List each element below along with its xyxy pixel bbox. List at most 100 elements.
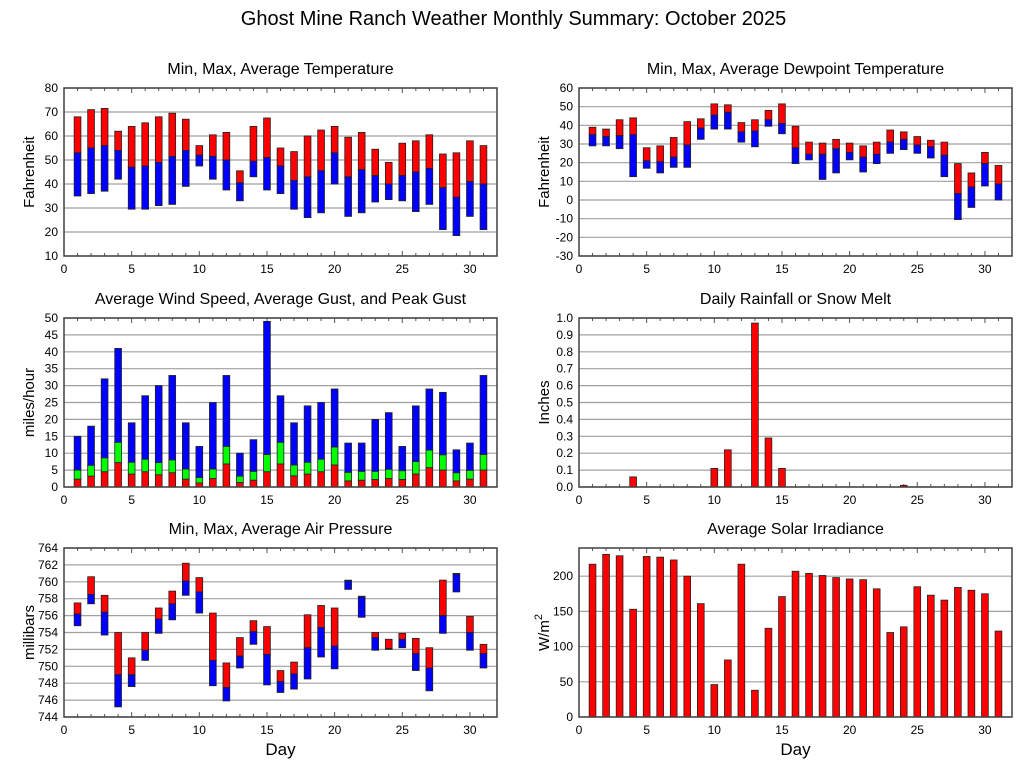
bar-peak-gust [344,442,352,473]
bar-average-wind [479,469,488,488]
x-tick-label: 20 [843,262,857,276]
bar-solar [805,572,813,718]
x-tick-label: 10 [708,723,722,737]
x-tick-label: 30 [463,262,477,276]
bar-min-to-avg [114,149,122,180]
bar-average-gust [73,469,82,480]
y-tick-label: 30 [45,379,59,393]
bar-min-to-avg [263,157,271,191]
bar-avg-to-max [994,165,1003,185]
bar-avg-to-max [168,112,177,157]
chart-title: Min, Max, Average Air Pressure [169,521,393,538]
bar-min-to-avg [357,169,366,214]
bar-peak-gust [222,375,231,447]
bar-min-to-avg [154,618,163,634]
bar-avg-to-max [886,129,895,143]
bar-avg-to-max [832,138,840,150]
bar-average-wind [412,473,420,488]
bar-average-gust [412,461,420,475]
y-tick-label: 0.9 [556,328,573,342]
bar-avg-to-max [249,126,258,162]
bar-min-to-avg [209,659,217,687]
bar-peak-gust [425,388,434,451]
bar-average-gust [209,468,217,479]
bar-avg-to-max [330,126,339,154]
bar-avg-to-max [439,153,447,188]
bar-min-to-avg [384,648,393,650]
y-axis-label: Fahrenheit [536,135,553,208]
y-tick-label: 50 [560,100,574,114]
bar-rainfall [710,468,719,488]
bar-min-to-avg [439,615,447,634]
rainfall-chart: 0.0 0.1 0.2 0.3 0.4 0.5 0.6 0.7 0.8 0.9 1.0 0 5 10 15 2… [536,291,1013,507]
x-tick-label: 20 [843,493,857,507]
bar-min-to-avg [209,155,217,180]
bar-min-to-avg [398,638,407,649]
bar-min-to-avg [195,591,204,614]
bar-average-gust [466,470,474,480]
x-tick-label: 0 [61,262,68,276]
bar-average-gust [263,454,271,473]
bar-avg-to-max [669,137,678,158]
x-tick-label: 25 [396,723,410,737]
x-tick-label: 0 [576,723,583,737]
bar-min-to-avg [154,161,163,206]
main-title: Ghost Mine Ranch Weather Monthly Summary… [240,8,787,30]
bar-avg-to-max [710,103,719,116]
bar-solar [913,586,922,718]
bar-peak-gust [398,446,407,472]
y-tick-label: 762 [38,558,58,572]
bar-min-to-avg [384,183,393,200]
x-tick-label: 5 [128,262,135,276]
bar-avg-to-max [114,130,122,151]
bar-average-wind [209,478,217,488]
bar-average-gust [114,441,122,464]
y-tick-label: 40 [45,177,59,191]
y-tick-label: 10 [45,446,59,460]
bar-avg-to-max [357,131,366,170]
bar-min-to-avg [859,156,867,173]
y-tick-label: 35 [45,362,59,376]
y-tick-label: 200 [553,569,573,583]
bar-min-to-avg [602,136,610,147]
bar-min-to-avg [344,580,352,590]
y-axis-label: miles/hour [21,368,38,437]
bar-min-to-avg [764,119,773,127]
bar-solar [737,563,746,718]
bar-peak-gust [357,442,366,472]
bar-avg-to-max [290,661,298,675]
bar-min-to-avg [276,681,285,693]
bar-average-wind [344,480,352,488]
bar-avg-to-max [818,142,827,155]
y-tick-label: 0 [51,480,58,494]
bar-min-to-avg [249,160,258,178]
bar-min-to-avg [100,145,109,192]
bar-peak-gust [263,320,271,455]
bar-avg-to-max [764,110,773,121]
bar-avg-to-max [236,170,244,184]
bar-solar [629,608,637,718]
bar-avg-to-max [588,126,597,136]
y-tick-label: 0.3 [556,429,573,443]
x-tick-label: 5 [128,723,135,737]
bar-min-to-avg [425,167,434,205]
bar-min-to-avg [845,151,854,161]
bar-average-gust [357,471,366,481]
bar-rainfall [764,437,773,488]
bar-average-gust [303,461,312,475]
bar-min-to-avg [479,653,488,669]
y-tick-label: 0.8 [556,345,573,359]
x-tick-label: 25 [396,493,410,507]
bar-avg-to-max [872,141,881,155]
bar-avg-to-max [87,576,95,595]
bar-average-gust [141,458,149,473]
bar-avg-to-max [791,125,800,149]
bar-average-wind [127,473,136,488]
bar-average-gust [371,471,380,480]
bar-peak-gust [114,348,122,443]
bar-average-gust [222,446,231,465]
bar-avg-to-max [683,121,692,146]
bar-average-gust [181,468,190,480]
bar-min-to-avg [425,667,434,692]
bar-avg-to-max [127,126,136,168]
